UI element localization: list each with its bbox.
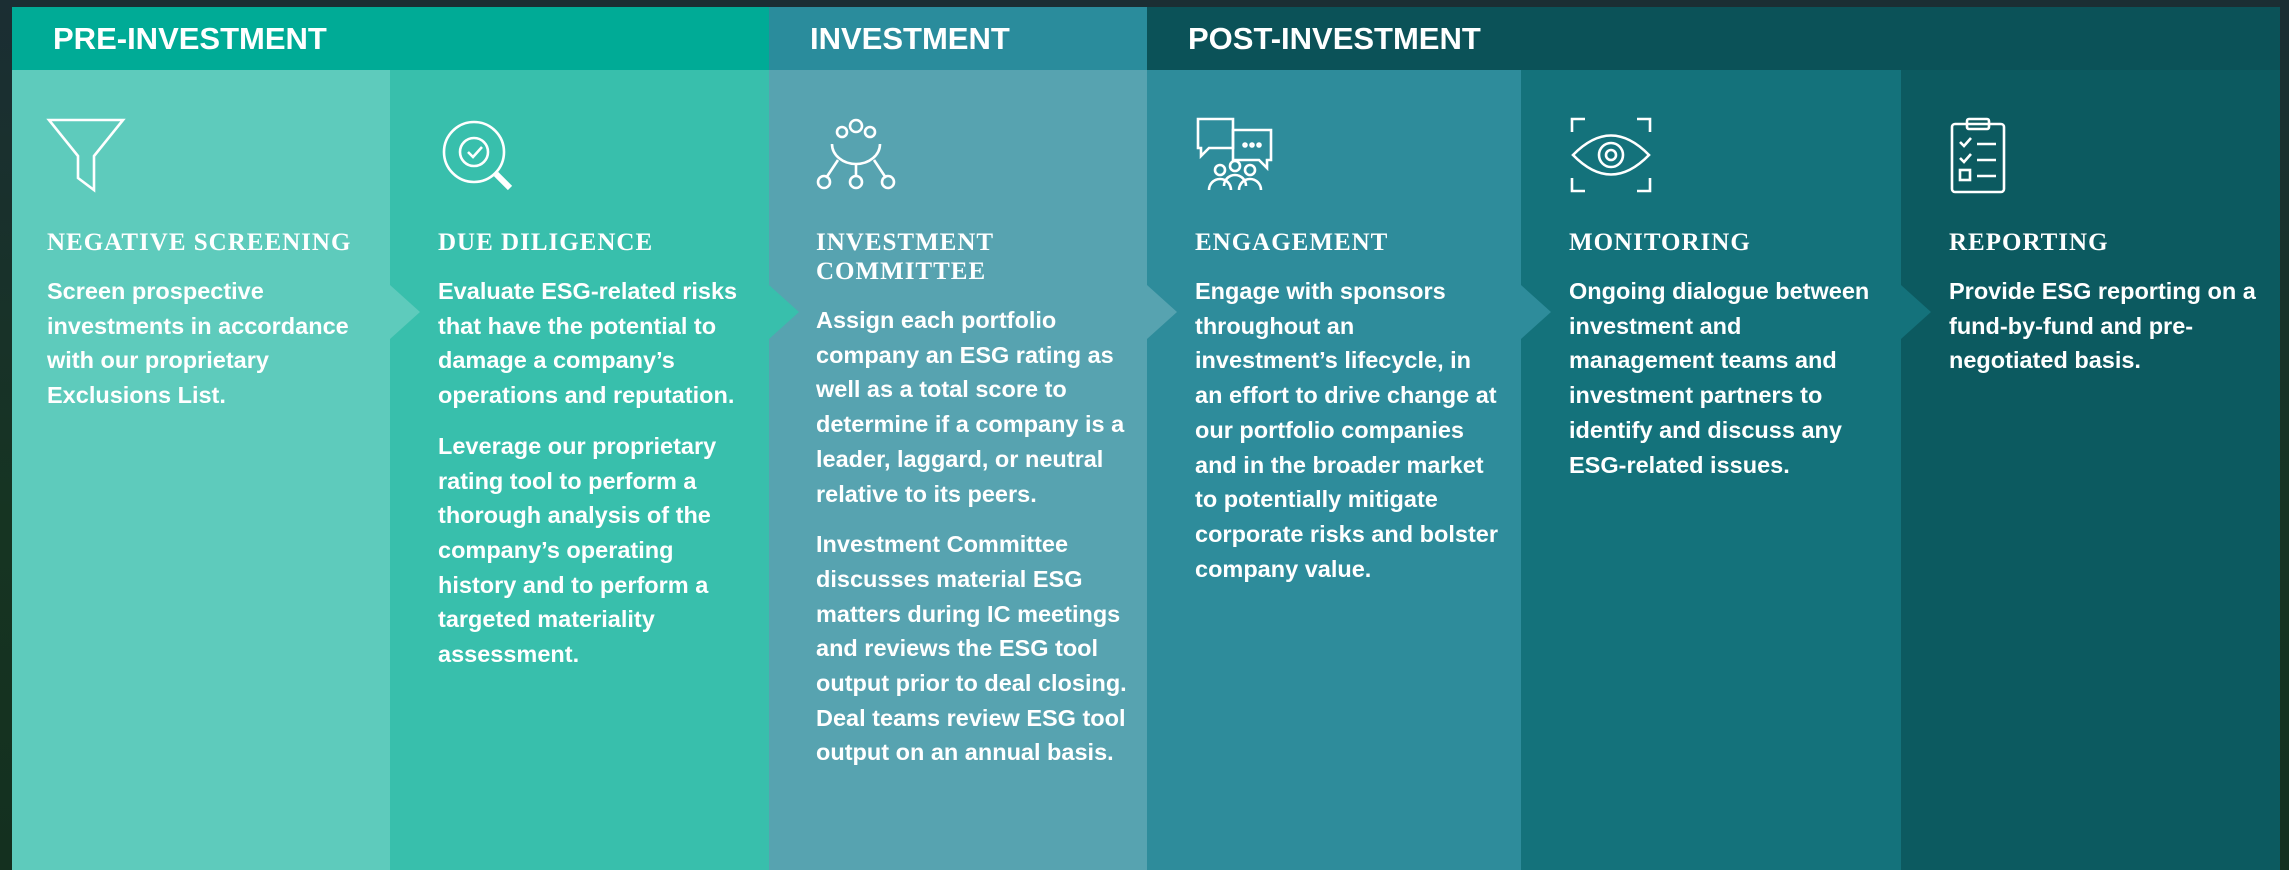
step-text: Provide ESG reporting on a fund-by-fund … <box>1949 278 2256 374</box>
step-text: Screen prospective investments in accord… <box>47 278 349 409</box>
step-text: Ongoing dialogue between investment and … <box>1569 278 1870 478</box>
step-text: Engage with sponsors throughout an inves… <box>1195 278 1498 582</box>
step-title: NEGATIVE SCREENING <box>47 229 352 256</box>
step-title: ENGAGEMENT <box>1195 229 1389 256</box>
chevron <box>1521 285 1551 339</box>
committee-icon <box>816 118 896 190</box>
column: INVESTMENT COMMITTEE Assign each portfoli… <box>769 70 1147 870</box>
step-title: MONITORING <box>1569 229 1751 256</box>
funnel-icon <box>46 118 126 193</box>
step-text: Evaluate ESG-related risks that have the… <box>438 278 738 409</box>
step-title: DUE DILIGENCE <box>438 229 654 256</box>
stage-header: POST-INVESTMENT <box>1147 7 2280 70</box>
chevron <box>1147 285 1177 339</box>
diligence-icon <box>442 120 513 191</box>
column: DUE DILIGENCE Evaluate ESG-related risks … <box>390 70 769 870</box>
chevron <box>390 285 420 339</box>
column: NEGATIVE SCREENING Screen prospective inv… <box>12 70 390 870</box>
step-text: Leverage our proprietary rating tool to … <box>438 432 717 668</box>
stage-header: INVESTMENT <box>769 7 1147 70</box>
step-title: INVESTMENT COMMITTEE <box>816 229 994 285</box>
engagement-icon <box>1196 117 1273 191</box>
step-text: Assign each portfolio company an ESG rat… <box>816 307 1125 507</box>
chevron <box>1901 285 1931 339</box>
column: MONITORING Ongoing dialogue between inves… <box>1521 70 1901 870</box>
reporting-icon <box>1950 117 2006 194</box>
chevron <box>769 285 799 339</box>
step-text: Investment Committee discusses material … <box>816 531 1127 766</box>
column: REPORTING Provide ESG reporting on a fund… <box>1901 70 2280 870</box>
step-title: REPORTING <box>1949 229 2109 256</box>
stage-header: PRE-INVESTMENT <box>12 7 769 70</box>
monitoring-icon <box>1570 117 1652 193</box>
column: ENGAGEMENT Engage with sponsors throughou… <box>1147 70 1521 870</box>
